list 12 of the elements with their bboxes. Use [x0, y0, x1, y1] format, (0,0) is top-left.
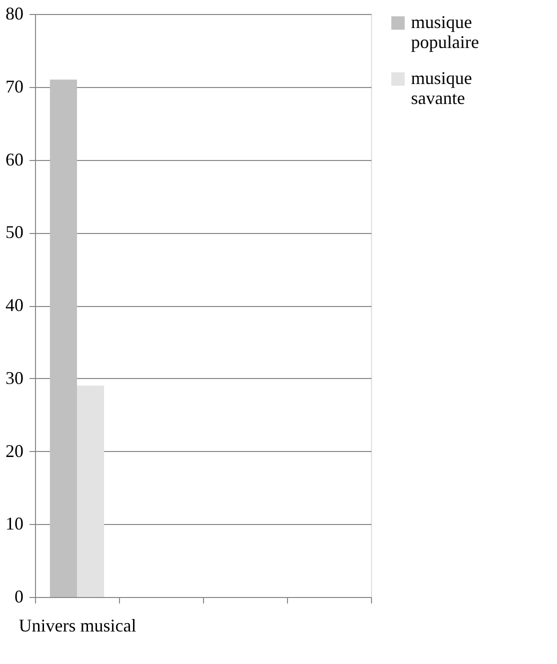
x-tick-label: Univers musical — [18, 616, 136, 636]
y-tick-label: 30 — [6, 368, 24, 388]
legend-label: musique populaire — [411, 12, 479, 52]
y-tick-label: 0 — [14, 586, 24, 606]
y-tick-label: 50 — [6, 222, 24, 242]
y-tick-label: 70 — [6, 76, 24, 96]
y-tick-label: 10 — [6, 514, 24, 534]
y-tick-label: 80 — [6, 4, 24, 24]
legend-label: musique savante — [411, 68, 472, 108]
y-tick-label: 40 — [6, 295, 24, 315]
y-tick-label: 20 — [6, 440, 24, 461]
y-tick-label: 60 — [6, 149, 24, 170]
